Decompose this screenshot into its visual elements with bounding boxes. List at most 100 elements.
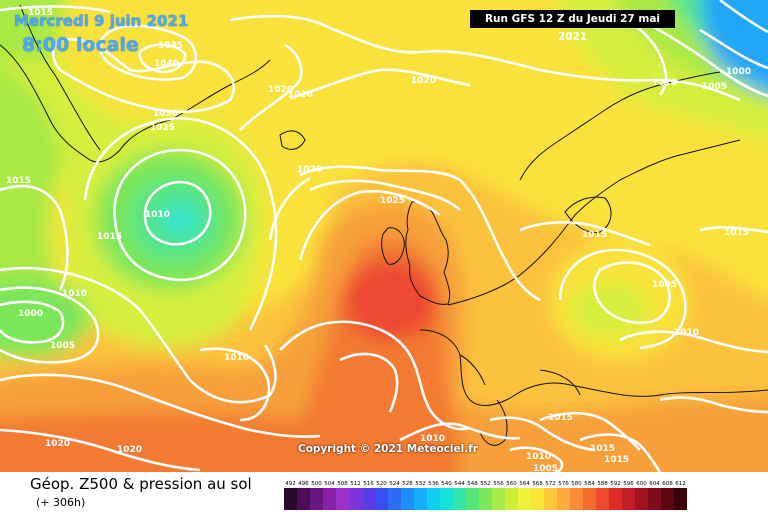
scale-label: 508 (337, 481, 348, 487)
scale-label: 604 (649, 481, 660, 487)
scale-swatch (570, 488, 583, 510)
scale-label: 544 (454, 481, 465, 487)
scale-label: 560 (506, 481, 517, 487)
scale-label: 520 (376, 481, 387, 487)
isobar-label: 1020 (288, 90, 313, 100)
scale-swatch (505, 488, 518, 510)
geopotential-field (0, 0, 768, 472)
scale-label: 556 (493, 481, 504, 487)
isobar-label: 1010 (526, 452, 551, 462)
scale-swatch (453, 488, 466, 510)
scale-label: 584 (584, 481, 595, 487)
scale-label: 516 (363, 481, 374, 487)
scale-swatch (492, 488, 505, 510)
scale-swatch (596, 488, 609, 510)
scale-swatch (531, 488, 544, 510)
isobar-label: 1015 (724, 228, 749, 238)
scale-swatch (349, 488, 362, 510)
scale-label: 528 (402, 481, 413, 487)
weather-map: 1015 1035 1040 1020 1020 1020 1030 1025 … (0, 0, 768, 472)
scale-label: 608 (662, 481, 673, 487)
scale-swatch (661, 488, 674, 510)
legend-title: Géop. Z500 & pression au sol (30, 475, 252, 493)
isobar-label: 1010 (420, 434, 445, 444)
color-scale-labels: 492 496 500 504 508 512 516 520 524 528 532 536 540 5… (284, 480, 752, 488)
isobar-label: 1010 (224, 353, 249, 363)
isobar-labels: 1015 1035 1040 1020 1020 1020 1030 1025 … (6, 8, 751, 472)
scale-label: 596 (623, 481, 634, 487)
scale-swatch (648, 488, 661, 510)
isobar-label: 1020 (45, 439, 70, 449)
forecast-date: Mercredi 9 juin 2021 (14, 12, 189, 30)
isobar-label: 1010 (145, 210, 170, 220)
isobar-label: 1020 (268, 85, 293, 95)
isobar-label: 1000 (18, 309, 43, 319)
scale-label: 512 (350, 481, 361, 487)
scale-swatch (544, 488, 557, 510)
isobar-label: 1020 (297, 165, 322, 175)
coastlines (0, 4, 768, 446)
isobar-label: 1020 (411, 76, 436, 86)
scale-label: 500 (311, 481, 322, 487)
scale-label: 492 (285, 481, 296, 487)
scale-label: 568 (532, 481, 543, 487)
map-canvas: 1015 1035 1040 1020 1020 1020 1030 1025 … (0, 0, 768, 472)
forecast-time: 8:00 locale (22, 34, 139, 56)
scale-label: 524 (389, 481, 400, 487)
isobar-label: 1015 (6, 176, 31, 186)
scale-swatch (310, 488, 323, 510)
scale-swatch (583, 488, 596, 510)
isobar-label: 1005 (702, 82, 727, 92)
isobar-label: 1015 (28, 8, 53, 18)
scale-swatch (674, 488, 687, 510)
scale-label: 504 (324, 481, 335, 487)
scale-label: 552 (480, 481, 491, 487)
scale-swatch (297, 488, 310, 510)
scale-swatch (414, 488, 427, 510)
isobar-label: 1030 (153, 109, 178, 119)
isobar-label: 1015 (582, 230, 607, 240)
scale-label: 540 (441, 481, 452, 487)
isobar-label: 1010 (62, 289, 87, 299)
isobar-label: 1005 (533, 464, 558, 472)
isobar-label: 1040 (154, 59, 179, 69)
copyright-text: Copyright © 2021 Meteociel.fr (298, 443, 478, 455)
isobar-label: 1015 (590, 444, 615, 454)
scale-label: 564 (519, 481, 530, 487)
scale-label: 600 (636, 481, 647, 487)
scale-label: 576 (558, 481, 569, 487)
scale-swatch (388, 488, 401, 510)
scale-label: 588 (597, 481, 608, 487)
scale-swatch (284, 488, 297, 510)
isobar-label: 1015 (604, 455, 629, 465)
scale-label: 532 (415, 481, 426, 487)
isobar-label: 1025 (150, 123, 175, 133)
isobar-label: 1005 (652, 280, 677, 290)
scale-swatch (336, 488, 349, 510)
scale-swatch (518, 488, 531, 510)
scale-label: 592 (610, 481, 621, 487)
scale-swatch (557, 488, 570, 510)
scale-label: 580 (571, 481, 582, 487)
color-scale-bar (284, 488, 752, 510)
isobar-label: 1005 (50, 341, 75, 351)
isobar-label: 1010 (652, 78, 677, 88)
scale-label: 612 (675, 481, 686, 487)
scale-swatch (479, 488, 492, 510)
scale-label: 496 (298, 481, 309, 487)
scale-swatch (635, 488, 648, 510)
scale-swatch (466, 488, 479, 510)
scale-swatch (440, 488, 453, 510)
isobar-label: 1015 (548, 413, 573, 423)
scale-swatch (362, 488, 375, 510)
scale-swatch (401, 488, 414, 510)
scale-swatch (323, 488, 336, 510)
isobar-label: 1020 (117, 445, 142, 455)
color-scale: 492 496 500 504 508 512 516 520 524 528 532 536 540 5… (284, 480, 752, 510)
isobar-label: 1010 (674, 328, 699, 338)
scale-label: 536 (428, 481, 439, 487)
scale-label: 572 (545, 481, 556, 487)
scale-label: 548 (467, 481, 478, 487)
legend-subtitle: (+ 306h) (36, 496, 86, 509)
scale-swatch (427, 488, 440, 510)
